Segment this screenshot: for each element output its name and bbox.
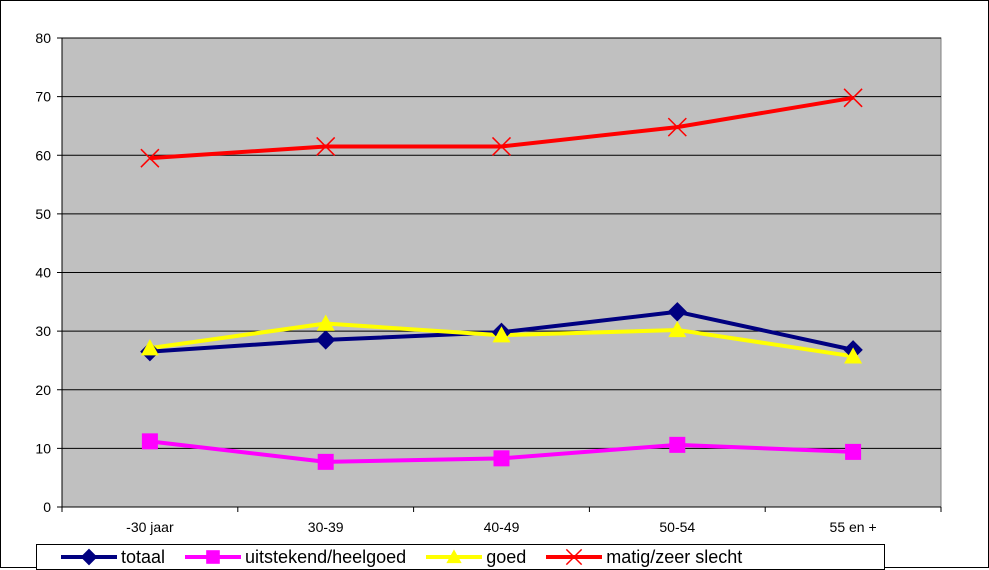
data-point-totaal	[667, 302, 688, 322]
legend-item-matig-zeer-slecht: matig/zeer slecht	[544, 546, 742, 568]
legend-swatch	[546, 548, 603, 566]
data-point-goed	[492, 326, 511, 343]
legend-swatch-marker	[446, 549, 462, 564]
y-tick-label: 50	[35, 206, 51, 222]
y-tick-label: 60	[35, 147, 51, 163]
legend-swatch-marker	[80, 548, 98, 566]
data-point-matig-zeer-slecht	[843, 88, 863, 108]
x-tick-label: -30 jaar	[126, 519, 174, 535]
y-tick-label: 0	[43, 499, 51, 515]
x-tick-label: 55 en +	[830, 519, 877, 535]
legend-swatch-marker	[206, 550, 220, 564]
legend-swatch	[61, 548, 117, 566]
data-point-uitstekend-heelgoed	[493, 450, 510, 467]
data-point-goed	[844, 347, 863, 364]
data-point-goed	[316, 314, 335, 331]
data-point-uitstekend-heelgoed	[845, 443, 862, 460]
y-tick-label: 10	[35, 440, 51, 456]
y-tick-label: 80	[35, 30, 51, 46]
legend-label: uitstekend/heelgoed	[245, 546, 407, 567]
data-point-goed	[668, 320, 687, 338]
legend-label: goed	[486, 546, 527, 567]
data-point-matig-zeer-slecht	[667, 117, 687, 137]
data-point-totaal	[315, 330, 336, 350]
legend-swatch	[426, 549, 483, 564]
legend-swatch-marker	[566, 548, 583, 566]
legend-swatch	[185, 550, 242, 564]
data-point-matig-zeer-slecht	[491, 136, 512, 156]
legend-label: matig/zeer slecht	[606, 546, 743, 567]
data-point-uitstekend-heelgoed	[317, 453, 334, 470]
x-tick-label: 30-39	[308, 519, 344, 535]
data-point-goed	[140, 339, 159, 356]
y-tick-label: 20	[35, 382, 51, 398]
legend-item-uitstekend-heelgoed: uitstekend/heelgoed	[183, 546, 406, 568]
y-tick-label: 70	[35, 89, 51, 105]
data-point-uitstekend-heelgoed	[669, 436, 686, 453]
y-tick-label: 40	[35, 265, 51, 281]
legend-label: totaal	[121, 546, 166, 567]
x-tick-label: 50-54	[659, 519, 695, 535]
data-point-uitstekend-heelgoed	[141, 433, 158, 450]
legend: totaal uitstekend/heelgoed goed matig/zeer …	[36, 544, 885, 570]
x-tick-label: 40-49	[484, 519, 520, 535]
y-tick-label: 30	[35, 323, 51, 339]
data-point-matig-zeer-slecht	[140, 148, 160, 168]
data-point-matig-zeer-slecht	[316, 136, 336, 156]
legend-item-goed: goed	[424, 546, 526, 568]
legend-item-totaal: totaal	[59, 546, 165, 568]
